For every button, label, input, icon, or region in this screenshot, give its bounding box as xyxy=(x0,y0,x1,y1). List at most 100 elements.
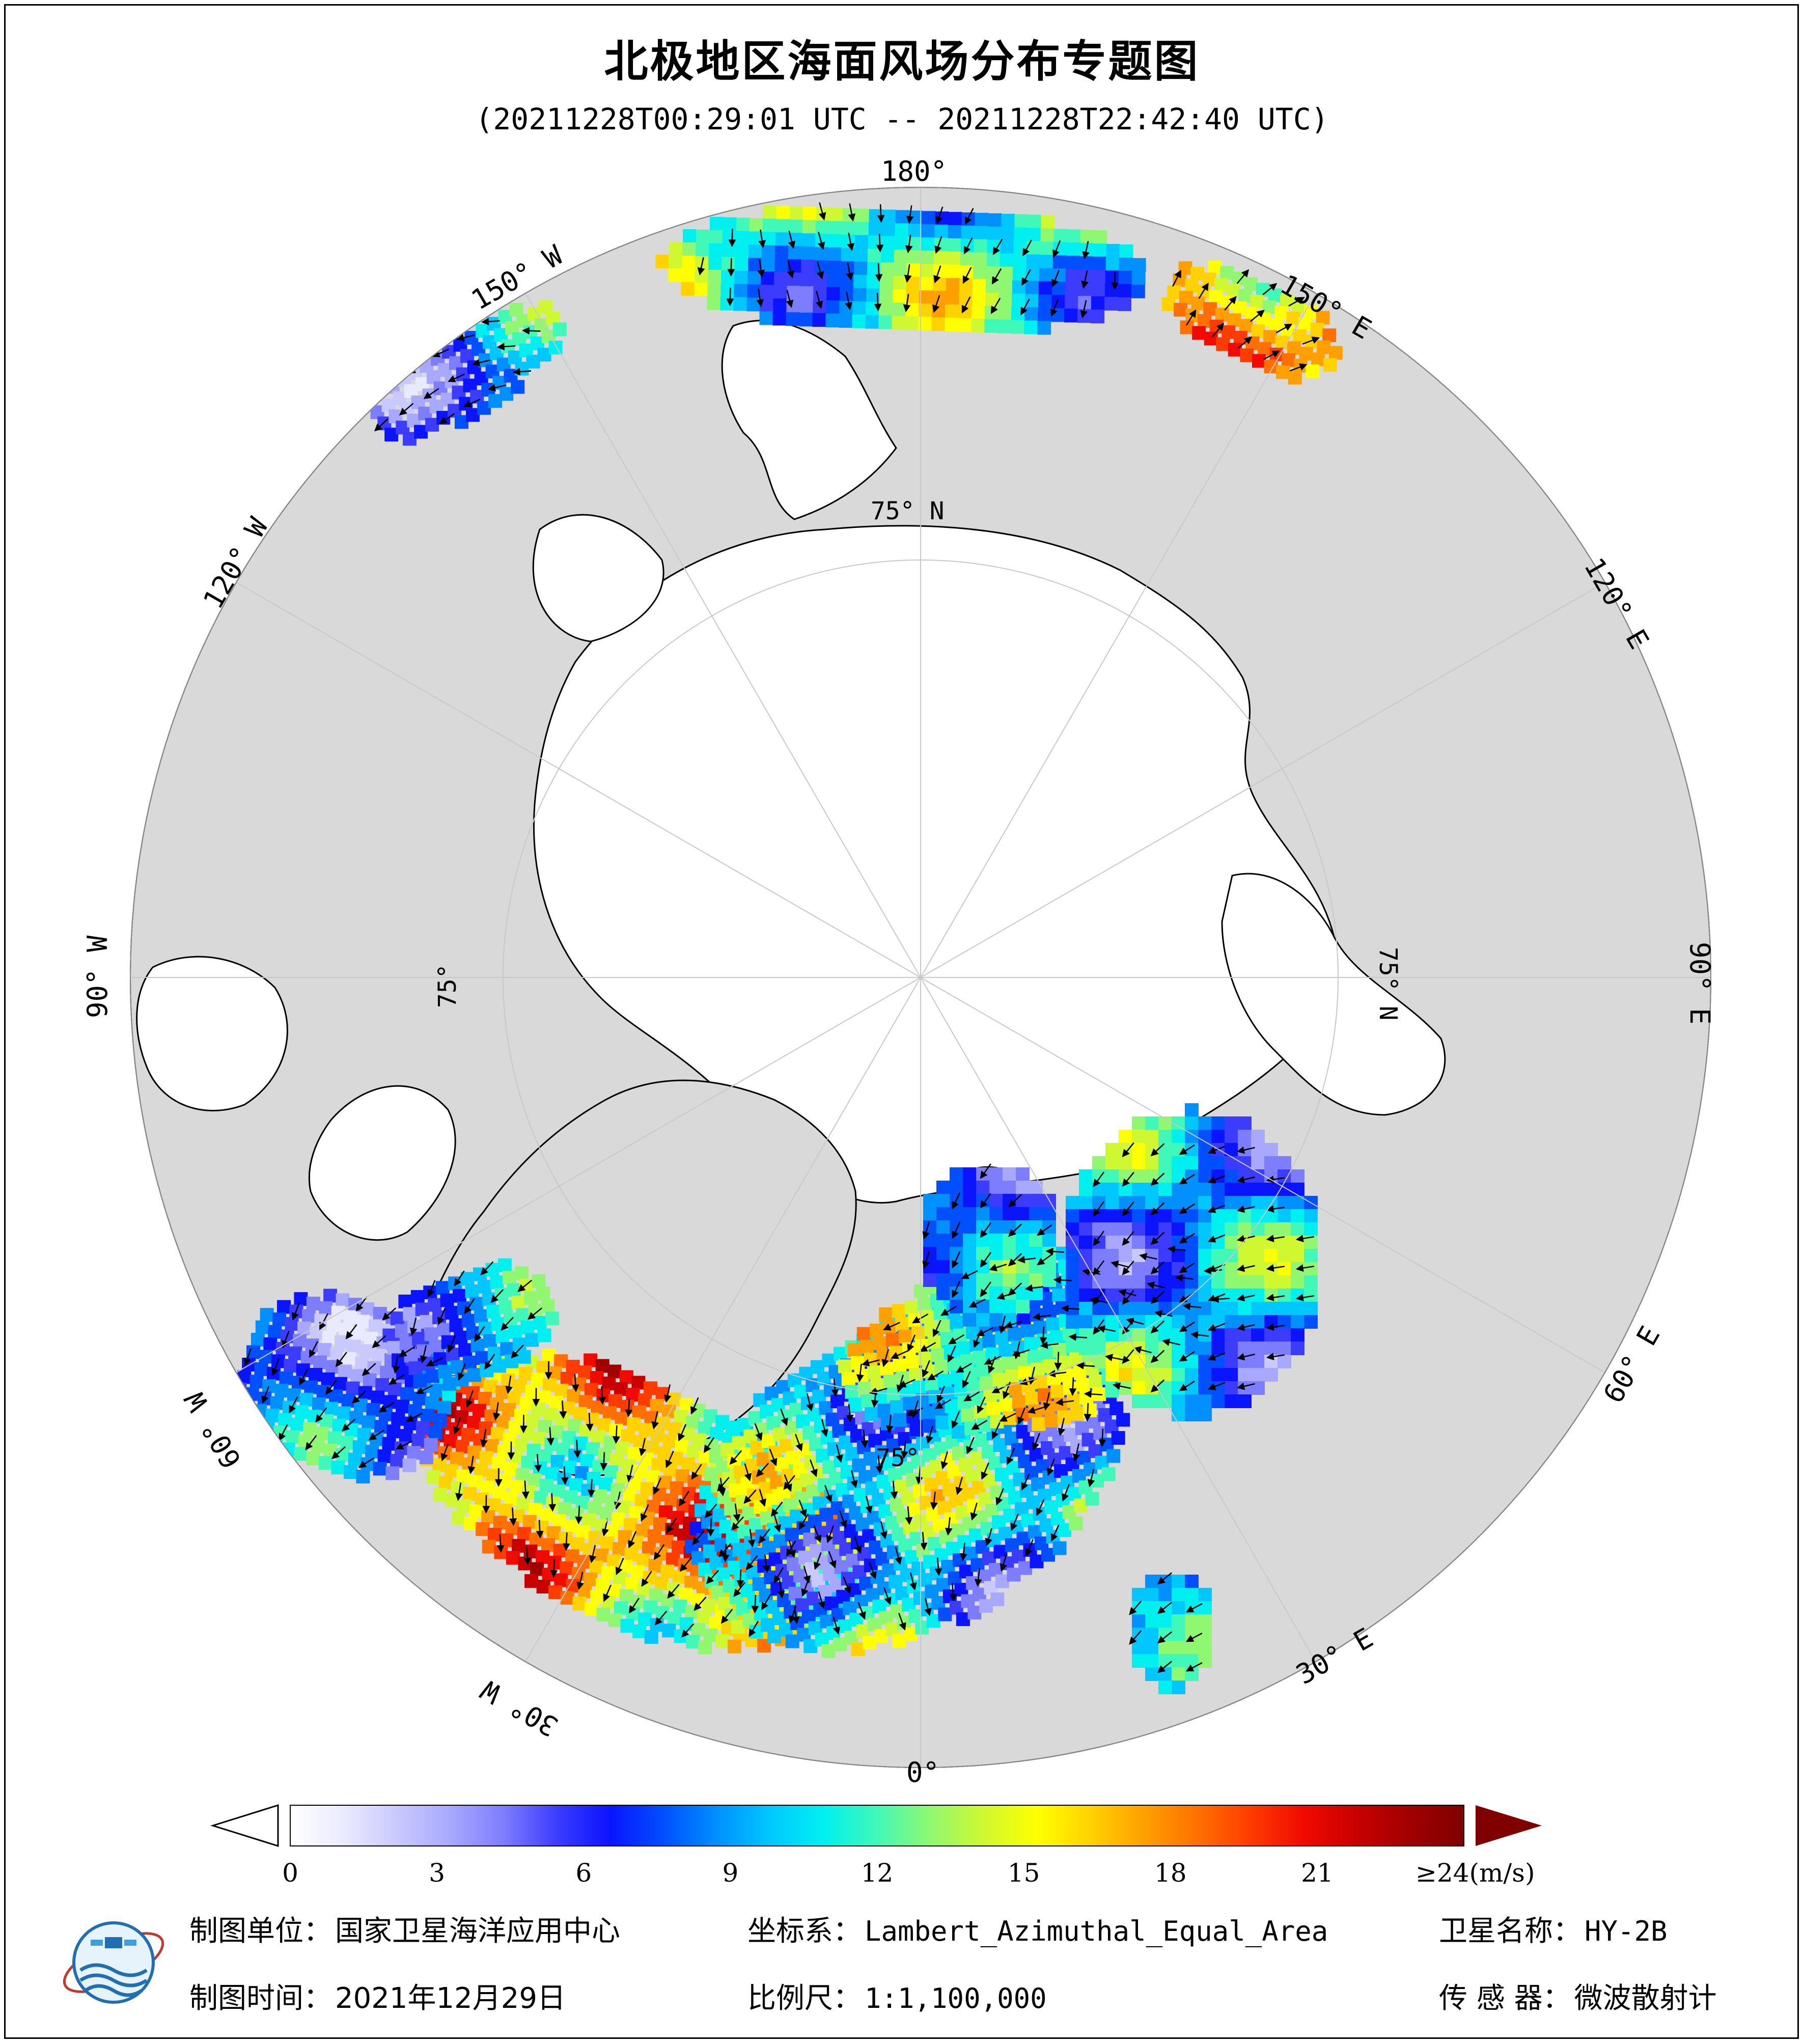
wind-cell xyxy=(590,1371,604,1385)
wind-cell xyxy=(781,1468,795,1482)
wind-cell xyxy=(872,1493,886,1507)
wind-cell xyxy=(1145,1628,1159,1641)
wind-cell xyxy=(655,1576,669,1590)
wind-cell xyxy=(1105,1275,1119,1289)
wind-cell xyxy=(610,1453,624,1467)
wind-cell xyxy=(1008,1490,1022,1504)
wind-cell xyxy=(1066,1249,1079,1263)
wind-cell xyxy=(866,1588,880,1602)
wind-cell xyxy=(428,1298,442,1312)
wind-cell xyxy=(1025,294,1039,308)
wind-cell xyxy=(251,1333,265,1347)
wind-cell xyxy=(518,1556,532,1571)
wind-cell xyxy=(748,1518,763,1532)
wind-cell xyxy=(668,1611,682,1626)
wind-cell xyxy=(1132,1236,1146,1249)
wind-cell xyxy=(1039,255,1053,269)
wind-cell xyxy=(1105,1236,1119,1249)
wind-cell xyxy=(989,1273,1003,1287)
wind-cell xyxy=(564,1520,578,1534)
wind-cell xyxy=(948,1412,962,1426)
wind-cell xyxy=(338,1364,352,1379)
wind-cell xyxy=(438,1475,453,1490)
wind-cell xyxy=(875,1445,889,1459)
wind-cell xyxy=(894,1413,908,1427)
wind-cell xyxy=(691,1404,706,1418)
wind-cell xyxy=(641,1511,655,1526)
wind-cell xyxy=(915,1620,929,1635)
wind-cell xyxy=(1095,1455,1109,1470)
wind-cell xyxy=(788,1586,802,1601)
wind-cell xyxy=(825,313,840,327)
wind-cell xyxy=(1278,1302,1291,1315)
wind-cell xyxy=(279,1371,293,1385)
wind-cell xyxy=(479,1322,493,1336)
wind-cell xyxy=(390,1453,404,1468)
wind-cell xyxy=(640,1482,654,1496)
wind-cell xyxy=(1172,1156,1185,1170)
wind-cell xyxy=(709,1616,723,1631)
wind-cell xyxy=(642,1541,656,1555)
wind-cell xyxy=(294,1447,308,1461)
wind-cell xyxy=(1198,1654,1212,1668)
wind-cell xyxy=(1040,241,1054,256)
wind-cell xyxy=(1299,347,1313,361)
wind-cell xyxy=(719,1520,733,1534)
wind-cell xyxy=(946,1542,960,1556)
wind-cell xyxy=(954,1383,968,1397)
wind-cell xyxy=(427,1470,441,1484)
wind-cell xyxy=(606,1524,620,1538)
wind-cell xyxy=(815,220,829,235)
wind-cell xyxy=(681,1457,695,1471)
wind-cell xyxy=(526,1414,540,1428)
wind-cell xyxy=(440,1293,454,1307)
wind-cell xyxy=(1145,1236,1159,1249)
wind-cell xyxy=(542,1349,556,1363)
wind-cell xyxy=(254,1362,268,1376)
wind-cell xyxy=(1076,1378,1090,1392)
wind-cell xyxy=(287,1388,301,1402)
wind-cell xyxy=(699,1485,713,1499)
wind-cell xyxy=(998,279,1013,294)
wind-cell xyxy=(1158,1236,1172,1249)
wind-cell xyxy=(607,1364,622,1379)
wind-cell xyxy=(620,1618,634,1633)
wind-cell xyxy=(1251,1341,1265,1355)
wind-cell xyxy=(526,1444,541,1458)
wind-cell xyxy=(1014,214,1029,228)
wind-cell xyxy=(591,1430,605,1444)
wind-cell xyxy=(365,1445,379,1459)
wind-cell xyxy=(534,1491,548,1505)
wind-cell xyxy=(988,1456,1003,1470)
wind-cell xyxy=(502,1403,516,1417)
wind-cell xyxy=(1118,271,1132,285)
footer-sensor: 传 感 器： 微波散射计 xyxy=(1439,1975,1717,2017)
wind-cell xyxy=(720,296,734,311)
wind-cell xyxy=(854,261,868,275)
wind-cell xyxy=(990,1592,1005,1607)
wind-cell xyxy=(515,1438,529,1452)
wind-cell xyxy=(1251,1262,1265,1276)
wind-cell xyxy=(806,1485,820,1499)
wind-cell xyxy=(760,285,774,299)
wind-cell xyxy=(963,1247,977,1261)
wind-cell xyxy=(485,1263,499,1277)
wind-cell xyxy=(982,1551,996,1565)
wind-cell xyxy=(536,1550,550,1564)
wind-cell xyxy=(1185,1249,1199,1263)
wind-cell xyxy=(974,239,988,254)
wind-cell xyxy=(1031,1477,1045,1491)
wind-cell xyxy=(1079,1196,1093,1210)
wind-cell xyxy=(1105,1183,1119,1196)
wind-cell xyxy=(686,1445,701,1460)
wind-cell xyxy=(1211,1355,1225,1368)
wind-cell xyxy=(1132,1614,1146,1628)
wind-cell xyxy=(810,1544,824,1558)
wind-cell xyxy=(403,1307,417,1321)
wind-cell xyxy=(946,265,960,279)
wind-cell xyxy=(1001,227,1015,241)
wind-cell xyxy=(1145,1601,1159,1615)
wind-cell xyxy=(879,1307,893,1322)
wind-cell xyxy=(525,1333,539,1347)
wind-cell xyxy=(547,1526,561,1540)
